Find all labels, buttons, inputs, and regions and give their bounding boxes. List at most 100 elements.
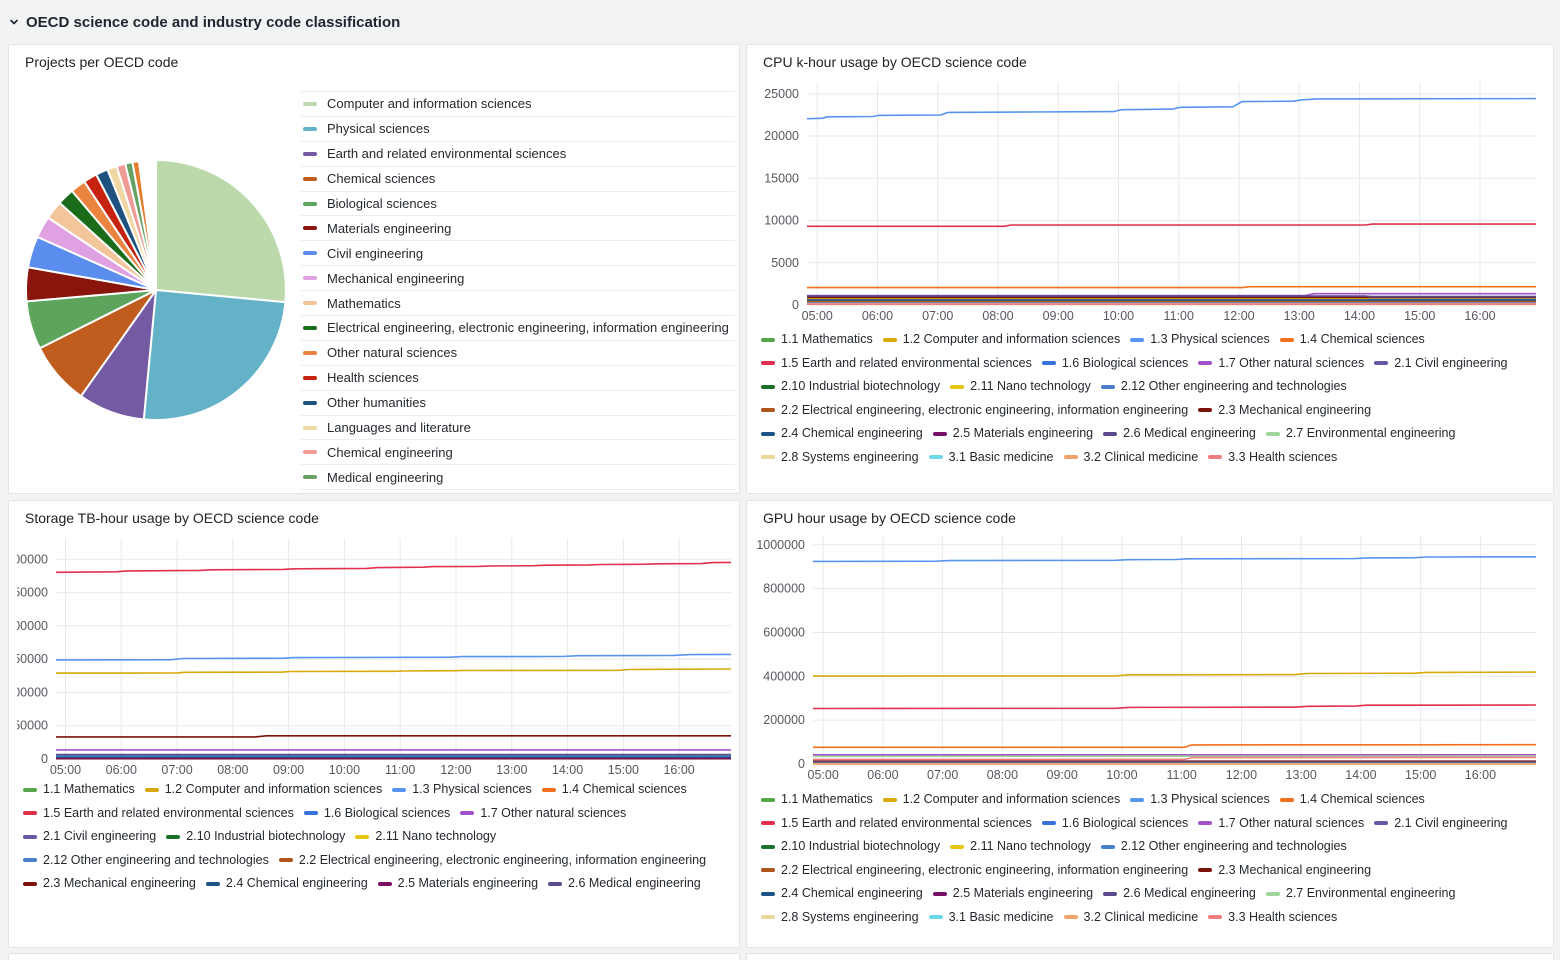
pie-legend-item[interactable]: Chemical sciences xyxy=(301,165,735,191)
legend-item[interactable]: 2.11 Nano technology xyxy=(950,375,1091,399)
pie-legend-item[interactable]: Electrical engineering, electronic engin… xyxy=(301,315,735,340)
pie-legend-item[interactable]: Languages and literature xyxy=(301,414,735,440)
pie-legend-item[interactable]: Other natural sciences xyxy=(301,339,735,365)
legend-item[interactable]: 2.11 Nano technology xyxy=(355,825,496,849)
panel-title[interactable]: Storage TB-hour usage by OECD science co… xyxy=(25,510,319,526)
legend-item[interactable]: 1.7 Other natural sciences xyxy=(460,802,626,826)
legend-item[interactable]: 2.12 Other engineering and technologies xyxy=(23,849,269,873)
legend-item[interactable]: 2.2 Electrical engineering, electronic e… xyxy=(278,849,706,873)
panel-title[interactable]: CPU k-hour usage by OECD science code xyxy=(763,54,1027,70)
pie-legend-item[interactable]: Civil engineering xyxy=(301,240,735,265)
pie-legend-item[interactable]: Medical engineering xyxy=(301,464,735,489)
legend-item[interactable]: 2.8 Systems engineering xyxy=(761,906,919,930)
legend-item[interactable]: 1.1 Mathematics xyxy=(761,328,873,352)
legend-item[interactable]: 1.3 Physical sciences xyxy=(1130,328,1270,352)
legend-item[interactable]: 1.4 Chemical sciences xyxy=(1279,788,1425,812)
legend-item[interactable]: 2.2 Electrical engineering, electronic e… xyxy=(761,859,1188,883)
legend-item[interactable]: 2.8 Systems engineering xyxy=(761,446,919,470)
legend-item[interactable]: 2.12 Other engineering and technologies xyxy=(1100,375,1347,399)
legend-item[interactable]: 2.12 Other engineering and technologies xyxy=(1100,835,1347,859)
legend-item[interactable]: 1.3 Physical sciences xyxy=(392,778,532,802)
legend-item[interactable]: 2.7 Environmental engineering xyxy=(1265,422,1455,446)
pie-slice[interactable] xyxy=(142,289,287,421)
pie-legend-item[interactable]: Mechanical engineering xyxy=(301,265,735,290)
gpu-chart[interactable]: 0 200000 400000 600000 800000 1000000 05:00 06:… xyxy=(755,528,1545,788)
x-axis-label: 08:00 xyxy=(987,768,1018,782)
legend-item[interactable]: 2.1 Civil engineering xyxy=(1374,812,1508,836)
legend-item[interactable]: 2.5 Materials engineering xyxy=(932,422,1093,446)
legend-item[interactable]: 2.1 Civil engineering xyxy=(23,825,156,849)
legend-item[interactable]: 2.11 Nano technology xyxy=(950,835,1091,859)
y-axis-label: 0 xyxy=(792,298,799,312)
legend-item[interactable]: 3.3 Health sciences xyxy=(1208,446,1337,470)
legend-label: 2.4 Chemical engineering xyxy=(225,876,368,890)
legend-item[interactable]: 1.3 Physical sciences xyxy=(1130,788,1270,812)
y-axis-label: 1000000 xyxy=(17,619,48,633)
legend-item[interactable]: 1.2 Computer and information sciences xyxy=(144,778,382,802)
pie-legend-item[interactable]: Computer and information sciences xyxy=(301,91,735,116)
panel-title[interactable]: GPU hour usage by OECD science code xyxy=(763,510,1016,526)
legend-item[interactable]: 3.1 Basic medicine xyxy=(928,906,1054,930)
legend-item[interactable]: 2.3 Mechanical engineering xyxy=(1198,859,1371,883)
legend-swatch xyxy=(303,475,317,480)
legend-item[interactable]: 2.5 Materials engineering xyxy=(932,882,1093,906)
pie-legend-item[interactable]: Chemical engineering xyxy=(301,439,735,464)
legend-swatch xyxy=(23,834,37,839)
legend-label: 1.7 Other natural sciences xyxy=(480,805,627,820)
legend-item[interactable]: 1.4 Chemical sciences xyxy=(541,778,687,802)
pie-legend-item[interactable]: Health sciences xyxy=(301,364,735,390)
legend-item[interactable]: 2.3 Mechanical engineering xyxy=(23,872,196,896)
legend-item[interactable]: 1.6 Biological sciences xyxy=(303,802,450,826)
legend-item[interactable]: 1.5 Earth and related environmental scie… xyxy=(23,802,294,826)
x-axis-label: 09:00 xyxy=(273,763,304,777)
panel-title[interactable]: Projects per OECD code xyxy=(25,54,179,70)
pie-chart[interactable] xyxy=(9,45,299,493)
legend-item[interactable]: 1.7 Other natural sciences xyxy=(1198,812,1364,836)
pie-slice[interactable] xyxy=(155,159,287,304)
legend-item[interactable]: 3.2 Clinical medicine xyxy=(1063,446,1198,470)
legend-item[interactable]: 1.2 Computer and information sciences xyxy=(882,788,1120,812)
legend-item[interactable]: 2.10 Industrial biotechnology xyxy=(761,835,940,859)
legend-item[interactable]: 2.6 Medical engineering xyxy=(1103,422,1256,446)
legend-item[interactable]: 1.2 Computer and information sciences xyxy=(882,328,1120,352)
x-axis-label: 06:00 xyxy=(862,309,893,323)
legend-label: 2.4 Chemical engineering xyxy=(781,886,923,900)
legend-item[interactable]: 2.7 Environmental engineering xyxy=(1265,882,1455,906)
legend-item[interactable]: 2.4 Chemical engineering xyxy=(205,872,368,896)
pie-legend-item[interactable]: Biological sciences xyxy=(301,190,735,216)
pie-legend-item[interactable]: Materials engineering xyxy=(301,215,735,240)
legend-item[interactable]: 1.6 Biological sciences xyxy=(1041,812,1188,836)
legend-item[interactable]: 1.6 Biological sciences xyxy=(1041,352,1188,376)
pie-slice[interactable] xyxy=(153,159,157,291)
pie-legend-item[interactable]: Systems engineering xyxy=(301,489,735,493)
legend-item[interactable]: 1.5 Earth and related environmental scie… xyxy=(761,812,1032,836)
legend-item[interactable]: 2.4 Chemical engineering xyxy=(761,422,923,446)
legend-item[interactable]: 2.6 Medical engineering xyxy=(1103,882,1256,906)
pie-legend-item[interactable]: Mathematics xyxy=(301,290,735,315)
legend-label: 2.11 Nano technology xyxy=(375,829,497,843)
legend-item[interactable]: 2.1 Civil engineering xyxy=(1374,352,1508,376)
legend-item[interactable]: 2.5 Materials engineering xyxy=(377,872,538,896)
dashboard-row-header[interactable]: OECD science code and industry code clas… xyxy=(8,0,400,44)
legend-item[interactable]: 1.4 Chemical sciences xyxy=(1279,328,1425,352)
legend-item[interactable]: 2.10 Industrial biotechnology xyxy=(761,375,940,399)
legend-swatch xyxy=(460,811,475,816)
pie-legend-item[interactable]: Earth and related environmental sciences xyxy=(301,140,735,166)
legend-item[interactable]: 2.2 Electrical engineering, electronic e… xyxy=(761,399,1188,423)
legend-item[interactable]: 1.7 Other natural sciences xyxy=(1198,352,1364,376)
legend-item[interactable]: 2.6 Medical engineering xyxy=(548,872,701,896)
legend-item[interactable]: 3.3 Health sciences xyxy=(1208,906,1337,930)
legend-item[interactable]: 1.1 Mathematics xyxy=(761,788,873,812)
legend-item[interactable]: 1.5 Earth and related environmental scie… xyxy=(761,352,1032,376)
legend-item[interactable]: 3.1 Basic medicine xyxy=(928,446,1054,470)
legend-item[interactable]: 3.2 Clinical medicine xyxy=(1063,906,1198,930)
legend-item[interactable]: 2.3 Mechanical engineering xyxy=(1198,399,1371,423)
cpu-chart[interactable]: 0 5000 10000 15000 20000 25000 05:00 06:00 07:00… xyxy=(755,72,1545,328)
legend-item[interactable]: 2.4 Chemical engineering xyxy=(761,882,923,906)
pie-legend-item[interactable]: Physical sciences xyxy=(301,115,735,141)
legend-item[interactable]: 1.1 Mathematics xyxy=(23,778,135,802)
pie-legend-item[interactable]: Other humanities xyxy=(301,389,735,415)
legend-swatch xyxy=(1063,455,1078,460)
legend-item[interactable]: 2.10 Industrial biotechnology xyxy=(166,825,345,849)
